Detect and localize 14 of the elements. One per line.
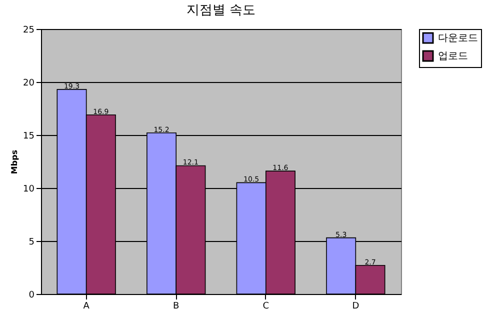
legend-label: 업로드 (438, 51, 468, 62)
chart-title: 지점별 속도 (186, 3, 256, 18)
y-tick-label: 25 (23, 26, 34, 36)
x-tick-label: B (173, 302, 180, 312)
x-tick-label: D (352, 302, 360, 312)
x-tick-label: C (262, 302, 270, 312)
y-tick-label: 10 (23, 184, 35, 194)
y-tick-label: 15 (23, 132, 34, 142)
legend-label: 다운로드 (438, 33, 478, 44)
y-tick-label: 20 (23, 78, 35, 88)
y-axis-title: Mbps (10, 150, 20, 174)
y-tick-label: 0 (28, 290, 35, 300)
y-tick-label: 5 (28, 238, 34, 248)
x-tick-label: A (83, 302, 90, 312)
